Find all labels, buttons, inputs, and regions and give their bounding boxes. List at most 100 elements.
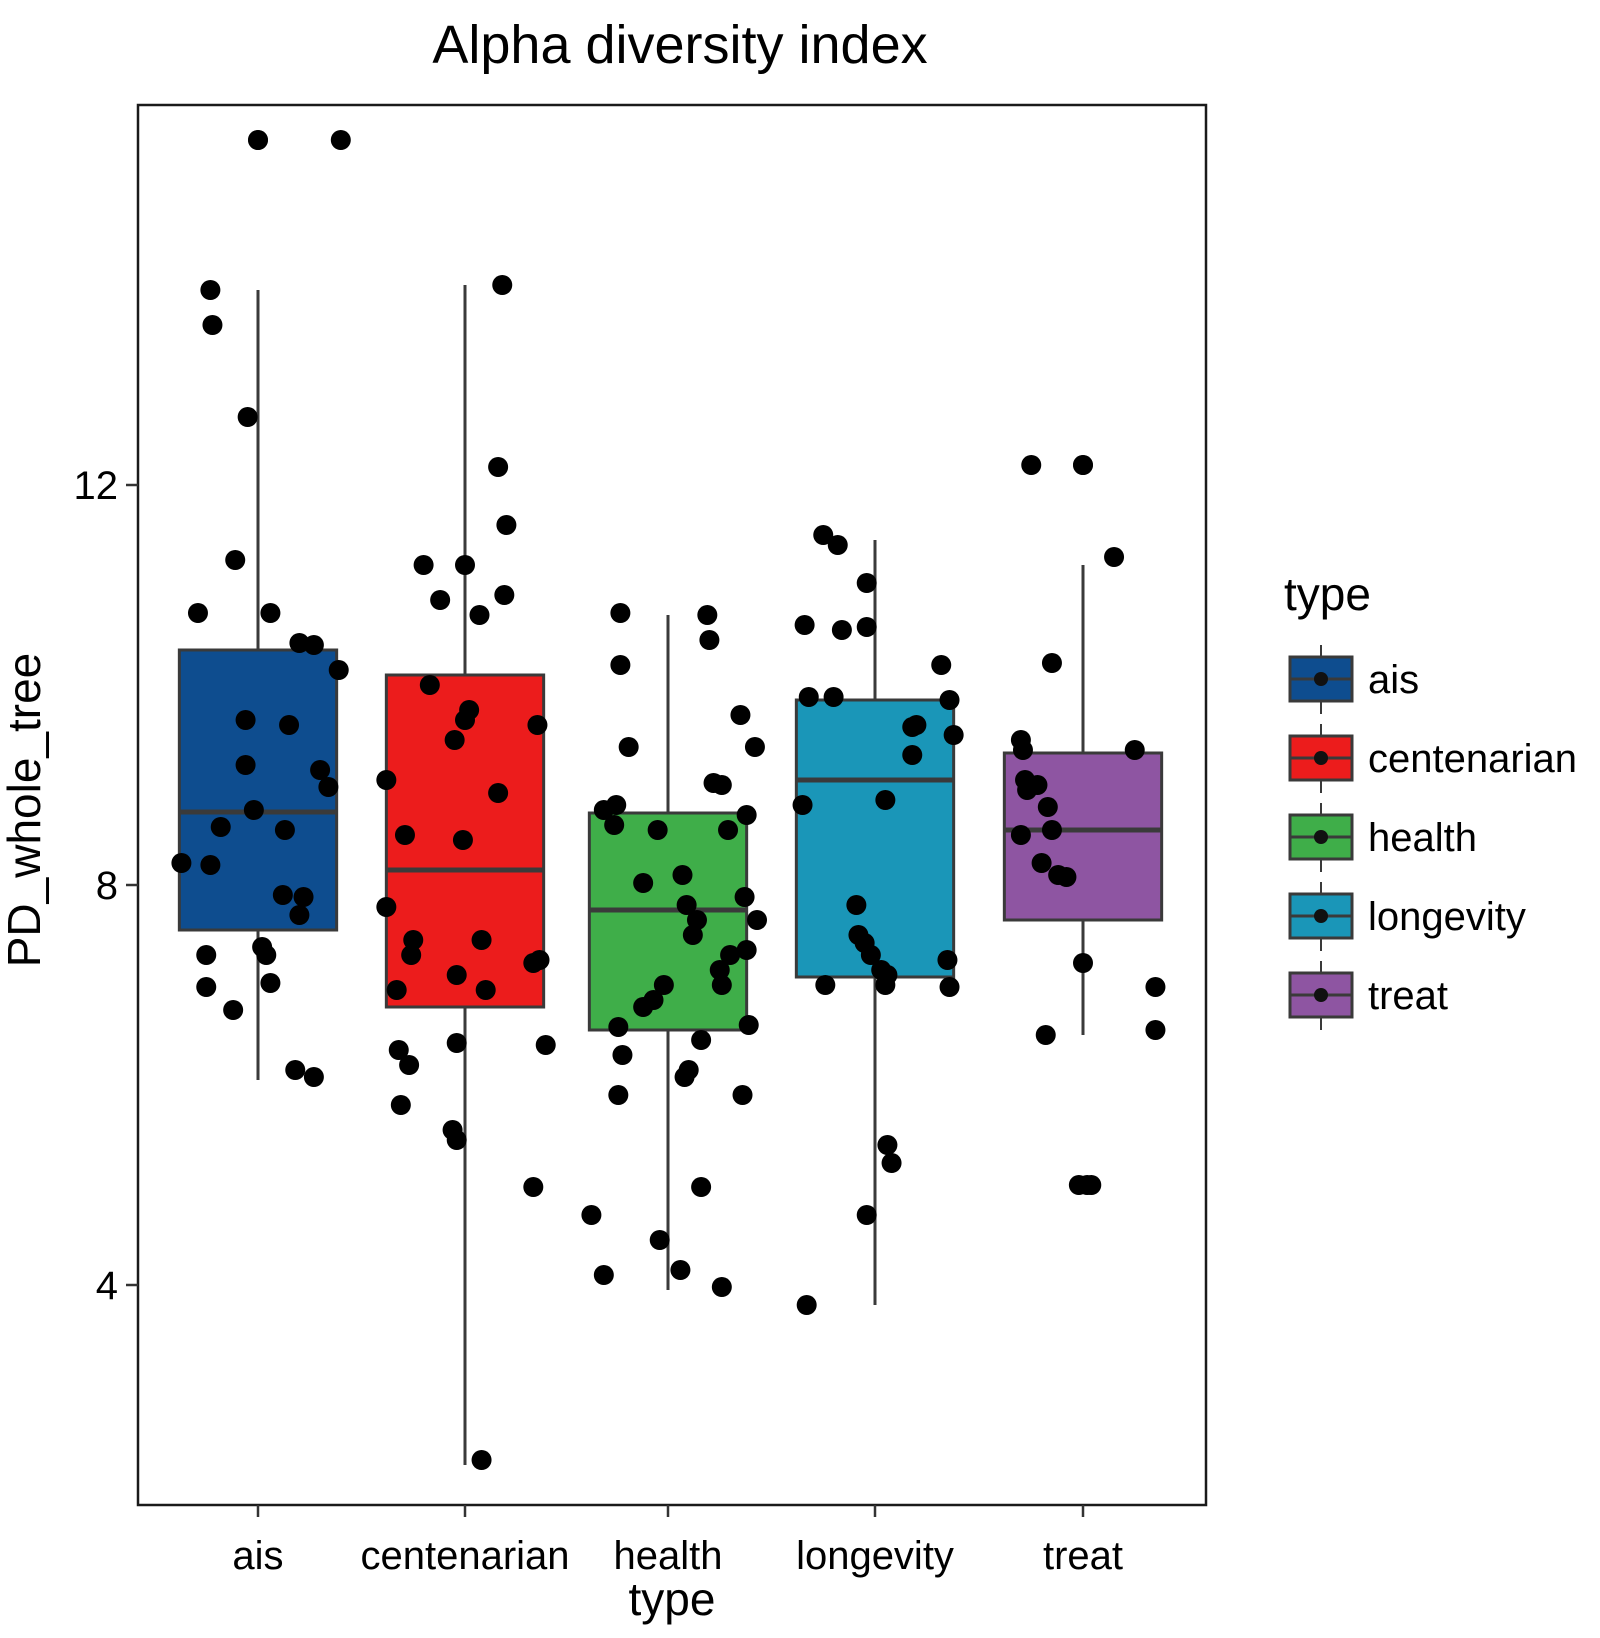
data-point-treat	[1017, 780, 1038, 800]
data-point-treat	[1041, 820, 1062, 840]
data-point-health	[612, 1045, 633, 1065]
data-point-health	[686, 910, 707, 930]
data-point-longevity	[937, 950, 958, 970]
data-point-health	[682, 925, 703, 945]
data-point-longevity	[823, 687, 844, 707]
legend-keys: ais centenarian health longevity treat	[1288, 645, 1577, 1030]
box-ais	[177, 130, 339, 1080]
data-point-treat	[1056, 867, 1077, 887]
data-point-ais	[289, 905, 310, 925]
data-point-longevity	[875, 975, 896, 995]
data-point-health	[738, 1015, 759, 1035]
data-point-treat	[1037, 797, 1058, 817]
data-point-centenarian	[444, 730, 465, 750]
data-point-ais	[237, 407, 258, 427]
y-tick-label: 12	[74, 464, 119, 508]
data-point-ais	[318, 777, 339, 797]
data-point-health	[670, 1260, 691, 1280]
data-point-health	[674, 1067, 695, 1087]
data-point-ais	[293, 887, 314, 907]
data-point-health	[633, 997, 654, 1017]
data-point-centenarian	[430, 590, 451, 610]
data-point-health	[581, 1205, 602, 1225]
data-point-treat	[1010, 825, 1031, 845]
legend-label: centenarian	[1368, 737, 1577, 781]
data-point-centenarian	[494, 585, 515, 605]
data-point-centenarian	[492, 275, 513, 295]
data-point-centenarian	[455, 555, 475, 575]
data-point-health	[736, 805, 757, 825]
legend-key-dot	[1314, 909, 1328, 923]
legend-item-health: health	[1288, 803, 1477, 872]
data-point-health	[747, 910, 768, 930]
data-point-longevity	[856, 573, 877, 593]
data-point-health	[610, 655, 631, 675]
data-point-ais	[330, 130, 351, 150]
data-point-ais	[256, 945, 277, 965]
data-point-health	[711, 975, 732, 995]
data-point-centenarian	[471, 930, 492, 950]
data-point-longevity	[856, 1205, 877, 1225]
data-point-longevity	[846, 895, 867, 915]
iqr-box	[794, 698, 956, 979]
y-tick-label: 8	[96, 864, 118, 908]
data-point-centenarian	[376, 770, 397, 790]
data-point-health	[691, 1177, 712, 1197]
data-point-treat	[1021, 455, 1042, 475]
legend-key-dot	[1314, 672, 1328, 686]
x-tick-label: treat	[1043, 1534, 1123, 1578]
legend-item-ais: ais	[1288, 645, 1419, 714]
data-point-ais	[200, 280, 221, 300]
data-point-longevity	[794, 615, 815, 635]
data-point-ais	[272, 885, 293, 905]
data-point-treat	[1104, 547, 1125, 567]
data-point-longevity	[860, 945, 881, 965]
data-point-longevity	[943, 725, 964, 745]
x-axis: ais centenarian health longevity treat	[232, 1505, 1123, 1578]
chart-title: Alpha diversity index	[432, 15, 927, 75]
data-point-ais	[303, 635, 324, 655]
data-point-treat	[1041, 653, 1062, 673]
data-point-health	[711, 775, 732, 795]
data-point-health	[744, 737, 765, 757]
x-tick-label: health	[614, 1534, 723, 1578]
data-point-longevity	[877, 1135, 898, 1155]
data-point-health	[647, 820, 668, 840]
data-point-centenarian	[376, 897, 397, 917]
legend-key-dot	[1314, 988, 1328, 1002]
data-point-treat	[1124, 740, 1145, 760]
data-point-ais	[196, 945, 217, 965]
data-point-ais	[310, 760, 331, 780]
legend-item-treat: treat	[1288, 961, 1448, 1030]
data-point-health	[736, 940, 757, 960]
data-point-health	[653, 975, 674, 995]
data-point-centenarian	[496, 515, 517, 535]
data-point-centenarian	[394, 825, 415, 845]
data-point-ais	[279, 715, 300, 735]
data-point-ais	[260, 603, 281, 623]
x-tick-label: centenarian	[360, 1534, 569, 1578]
data-point-longevity	[792, 795, 813, 815]
iqr-box	[177, 648, 339, 932]
data-point-centenarian	[386, 980, 407, 1000]
data-point-centenarian	[471, 1450, 492, 1470]
data-point-centenarian	[527, 715, 548, 735]
data-point-ais	[187, 603, 208, 623]
box-longevity	[794, 540, 956, 1305]
data-point-health	[711, 1277, 732, 1297]
data-point-treat	[1073, 953, 1093, 973]
data-point-ais	[303, 1067, 324, 1087]
x-tick-label: longevity	[796, 1534, 954, 1578]
data-point-longevity	[881, 1153, 902, 1173]
data-point-treat	[1081, 1175, 1102, 1195]
data-point-centenarian	[488, 457, 509, 477]
data-point-ais	[248, 130, 268, 150]
data-point-health	[676, 895, 697, 915]
data-point-treat	[1031, 853, 1052, 873]
data-point-health	[593, 1265, 614, 1285]
data-point-ais	[274, 820, 295, 840]
legend-key-dot	[1314, 751, 1328, 765]
data-point-centenarian	[523, 1177, 544, 1197]
legend-label: treat	[1368, 974, 1448, 1018]
